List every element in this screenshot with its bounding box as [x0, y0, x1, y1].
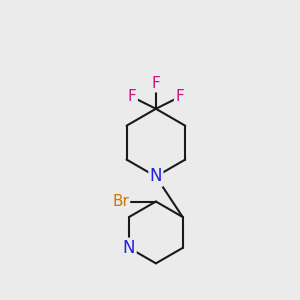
Text: F: F — [152, 76, 160, 91]
Text: N: N — [123, 239, 135, 257]
Text: F: F — [128, 89, 137, 104]
Text: N: N — [150, 167, 162, 185]
Text: F: F — [175, 89, 184, 104]
Text: Br: Br — [112, 194, 129, 209]
